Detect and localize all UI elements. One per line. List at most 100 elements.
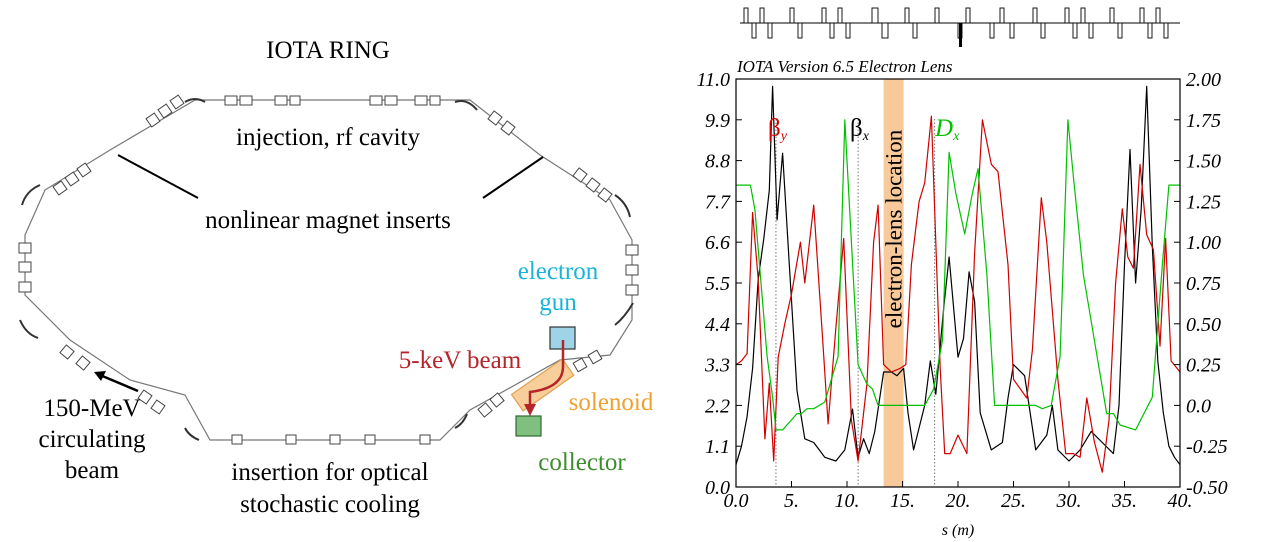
- lattice-element: [1088, 22, 1094, 39]
- series-layer: [735, 85, 1181, 487]
- legend-beta-y: βy: [768, 115, 788, 144]
- series-line-2: [736, 119, 1180, 431]
- lattice-element: [1109, 7, 1115, 24]
- y-left-tick-label: 3.3: [704, 355, 730, 377]
- y-right-tick-label: 0.25: [1186, 355, 1221, 377]
- lattice-element-strip: [740, 7, 1180, 47]
- lattice-element: [1080, 7, 1086, 24]
- x-tick-label: 40.: [1168, 490, 1193, 512]
- y-left-axis-ticks: 0.0 1.1 2.2 3.3 4.4 5.5 6.6 7.7 8.8 9.9 11.0: [696, 69, 742, 499]
- lattice-element: [1139, 7, 1145, 24]
- x-tick-label: 0.0: [724, 490, 749, 512]
- legend-dx: Dx: [934, 115, 960, 144]
- lattice-element: [999, 7, 1005, 24]
- circulating-beam-label-line1: 150-MeV: [43, 395, 140, 422]
- lattice-element: [1072, 22, 1078, 39]
- osc-insertion-label-line2: stochastic cooling: [240, 491, 420, 518]
- circulating-beam-label-line2: circulating: [39, 426, 146, 453]
- x-tick-label: 35.: [1111, 490, 1137, 512]
- x-tick-label: 10.: [835, 490, 860, 512]
- y-left-tick-label: 2.2: [705, 395, 730, 417]
- lattice-element: [1064, 7, 1070, 24]
- lattice-element: [837, 7, 843, 24]
- lattice-element: [1155, 7, 1161, 24]
- lattice-element: [821, 7, 827, 24]
- lattice-element: [1117, 22, 1123, 39]
- lattice-element: [789, 7, 795, 24]
- nonlinear-pointer-left: [117, 154, 199, 199]
- y-left-tick-label: 9.9: [705, 110, 730, 132]
- injection-label: injection, rf cavity: [236, 124, 420, 151]
- y-left-tick-label: 6.6: [705, 232, 730, 254]
- lattice-electron-lens-marker: [959, 23, 962, 47]
- y-left-tick-label: 8.8: [705, 151, 730, 173]
- lattice-element: [871, 7, 879, 24]
- x-axis-ticks: 0.0 5. 10. 15. 20. 25. 30. 35. 40.: [724, 481, 1193, 512]
- lattice-element: [1009, 22, 1015, 39]
- y-right-tick-label: 2.00: [1186, 69, 1221, 91]
- x-tick-label: 5.: [784, 490, 799, 512]
- lattice-element: [912, 22, 918, 39]
- lattice-element: [797, 22, 803, 39]
- lattice-element: [829, 22, 835, 39]
- lattice-element: [845, 22, 851, 39]
- electron-lens-band-label: electron-lens location: [882, 129, 907, 328]
- y-right-tick-label: 1.25: [1186, 191, 1221, 213]
- lattice-element: [965, 7, 971, 24]
- lattice-element: [1147, 22, 1153, 39]
- electron-lens-band: [883, 79, 904, 487]
- lattice-element: [934, 7, 940, 24]
- lattice-element: [904, 7, 910, 24]
- y-right-tick-label: 1.75: [1186, 110, 1221, 132]
- legend-beta-x: βx: [850, 115, 870, 144]
- lattice-plot: IOTA Version 6.5 Electron Lens electron-…: [696, 7, 1228, 539]
- series-line-1: [735, 115, 1181, 473]
- circulating-beam-arrow: [99, 373, 139, 393]
- electron-beam-arrowhead: [524, 404, 536, 416]
- collector-label: collector: [538, 449, 626, 476]
- lattice-element: [751, 22, 757, 39]
- circulating-beam-arrowhead: [94, 371, 106, 381]
- y-right-tick-label: 1.00: [1186, 232, 1221, 254]
- ring-title: IOTA RING: [266, 37, 390, 64]
- electron-beam-path: [528, 340, 565, 410]
- y-left-tick-label: 11.0: [696, 69, 730, 91]
- osc-insertion-label-line1: insertion for optical: [231, 459, 428, 486]
- nonlinear-pointer-right: [482, 156, 544, 199]
- plot-title: IOTA Version 6.5 Electron Lens: [736, 57, 953, 76]
- y-left-tick-label: 7.7: [705, 191, 731, 213]
- circulating-beam-label-line3: beam: [65, 457, 120, 484]
- solenoid-icon: [510, 358, 575, 412]
- y-left-tick-label: 0.0: [705, 477, 730, 499]
- lattice-element: [1032, 7, 1038, 24]
- y-right-tick-label: -0.25: [1186, 436, 1228, 458]
- solenoid-label: solenoid: [569, 389, 654, 416]
- x-tick-label: 25.: [1001, 490, 1026, 512]
- electron-gun-label-line2: gun: [539, 289, 577, 316]
- lattice-element: [881, 22, 889, 39]
- lattice-element: [989, 22, 995, 39]
- ring-outline: [24, 99, 633, 441]
- y-right-tick-label: 1.50: [1186, 151, 1221, 173]
- y-left-tick-label: 5.5: [705, 273, 730, 295]
- lattice-element: [759, 7, 765, 24]
- x-tick-label: 15.: [890, 490, 915, 512]
- lattice-element: [1163, 22, 1169, 39]
- lattice-element: [767, 22, 773, 39]
- x-tick-label: 20.: [946, 490, 971, 512]
- nonlinear-label: nonlinear magnet inserts: [205, 207, 451, 234]
- beam-5kev-label: 5-keV beam: [399, 347, 522, 374]
- collector-icon: [515, 415, 542, 437]
- lattice-element: [1040, 22, 1046, 39]
- y-right-tick-label: 0.75: [1186, 273, 1221, 295]
- y-right-tick-label: 0.0: [1186, 395, 1211, 417]
- dipole-bends: [19, 98, 634, 441]
- x-tick-label: 30.: [1056, 490, 1082, 512]
- y-right-tick-label: -0.50: [1186, 477, 1228, 499]
- ring-magnets: [18, 94, 639, 445]
- y-left-tick-label: 1.1: [705, 436, 730, 458]
- y-right-axis-ticks: -0.50 -0.25 0.0 0.25 0.50 0.75 1.00 1.25 1.50 1.7…: [1174, 69, 1228, 499]
- x-axis-label: s (m): [942, 522, 974, 539]
- y-left-tick-label: 4.4: [705, 314, 730, 336]
- lattice-element: [743, 7, 749, 24]
